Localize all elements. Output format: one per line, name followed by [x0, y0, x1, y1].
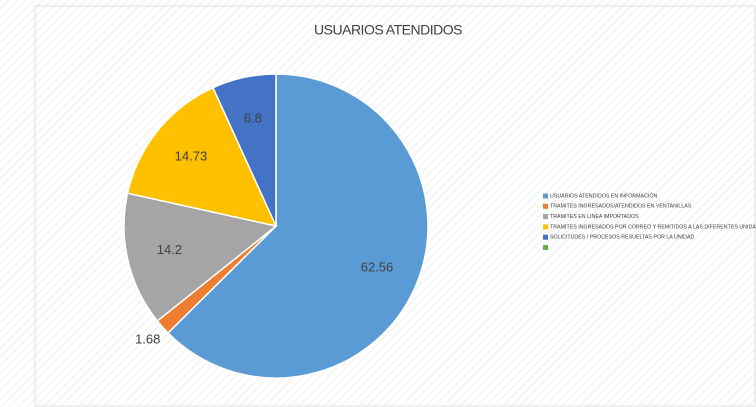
- data-label: 6.8: [244, 110, 262, 125]
- pie-slice: [212, 73, 277, 227]
- legend-swatch: [543, 214, 548, 220]
- chart-title: USUARIOS ATENDIDOS: [314, 22, 462, 38]
- legend-label: TRAMITES INGRESADOS POR CORREO Y REMITID…: [550, 224, 756, 230]
- data-label: 62.56: [361, 260, 394, 275]
- data-label: 14.73: [175, 149, 208, 164]
- legend-swatch: [543, 193, 548, 199]
- legend-swatch: [543, 224, 548, 230]
- legend-label: TRAMITES EN LINEA IMPORTADOS: [550, 214, 639, 220]
- legend-label: SOLICITUDES / PROCESOS RESUELTAS POR LA …: [550, 235, 694, 241]
- data-label: 14.2: [157, 242, 182, 257]
- legend-swatch: [543, 245, 548, 250]
- pie-slice: [126, 86, 278, 228]
- legend-swatch: [543, 203, 548, 209]
- legend-label: USUARIOS ATENDIDOS EN INFORMACIÓN: [550, 192, 657, 199]
- pie-slice: [123, 192, 278, 323]
- legend-swatch: [543, 234, 548, 240]
- chart-area: [34, 5, 756, 407]
- data-label: 1.68: [135, 332, 160, 347]
- pie-slice: [166, 73, 429, 379]
- legend-label: TRAMITES INGRESADOS/ATENDIDOS EN VENTANI…: [550, 204, 692, 210]
